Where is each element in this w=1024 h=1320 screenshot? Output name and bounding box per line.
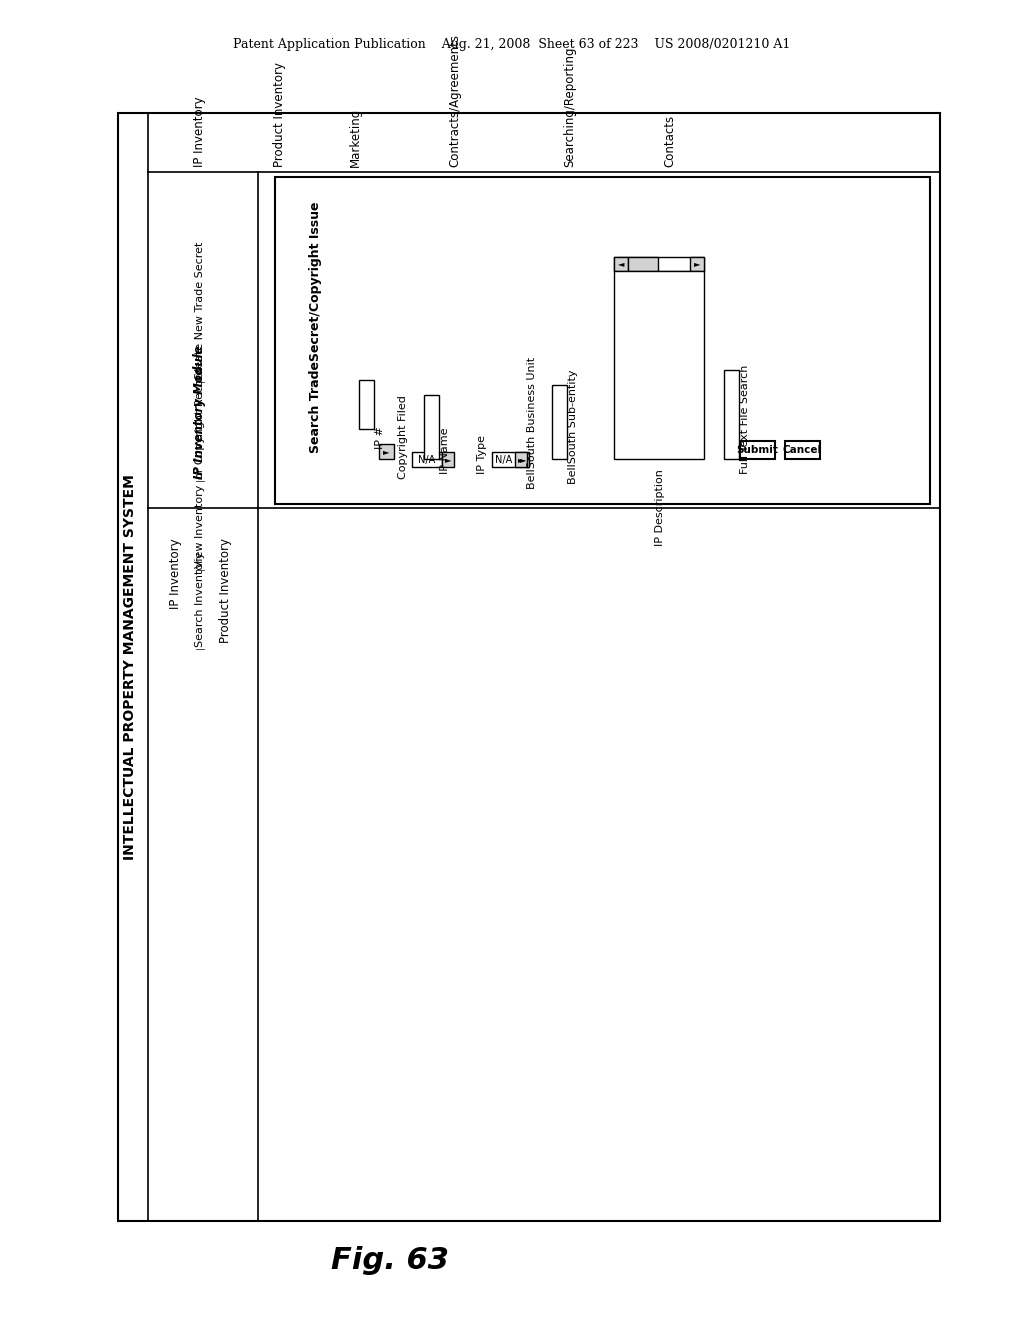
Text: Product Inventory: Product Inventory [218,539,231,643]
Bar [412,451,442,467]
Text: Full Text File Search: Full Text File Search [740,364,750,474]
Bar [785,441,820,459]
Text: IP #: IP # [375,426,385,449]
Bar [118,112,940,1221]
Text: Create New Trade Secret: Create New Trade Secret [195,242,205,380]
Bar [614,257,628,271]
Text: Fig. 63: Fig. 63 [331,1246,449,1275]
Bar [492,451,517,467]
Text: ►: ► [383,447,389,457]
Text: IP Description: IP Description [655,469,665,545]
Bar [740,441,775,459]
Bar [628,257,658,271]
Text: BellSouth Business Unit: BellSouth Business Unit [527,356,537,488]
Text: ►: ► [520,455,526,465]
Bar [614,271,705,459]
Text: Marketing: Marketing [348,108,361,168]
Text: ►: ► [518,455,524,465]
Text: Submit: Submit [736,445,778,455]
Text: N/A: N/A [496,455,513,465]
Bar [724,370,739,459]
Bar [442,451,454,467]
Text: IP Type: IP Type [477,434,487,474]
Bar [359,380,374,429]
Text: ►: ► [693,260,700,268]
Text: View Inventory: View Inventory [195,484,205,568]
Text: Contracts/Agreements: Contracts/Agreements [449,34,462,168]
Bar [517,451,529,467]
Bar [379,444,394,459]
Text: Patent Application Publication    Aug. 21, 2008  Sheet 63 of 223    US 2008/0201: Patent Application Publication Aug. 21, … [233,38,791,51]
Text: ►: ► [444,455,452,465]
Text: N/A: N/A [419,455,435,465]
Bar [515,451,527,467]
Bar [552,384,567,459]
Text: Copyright Filed: Copyright Filed [398,395,408,479]
Text: or Copyright Record: or Copyright Record [195,367,205,479]
Text: Product Inventory: Product Inventory [273,62,287,168]
Text: Searching/Reporting: Searching/Reporting [563,46,577,168]
Text: IP Inventory: IP Inventory [194,96,207,168]
Text: BellSouth Sub-entity: BellSouth Sub-entity [568,370,578,483]
Text: IP Inventory Module: IP Inventory Module [194,345,207,479]
Text: IP Inventory: IP Inventory [169,539,181,609]
Bar [275,177,930,503]
Bar [424,395,439,459]
Text: Search TradeSecret/Copyright Issue: Search TradeSecret/Copyright Issue [308,202,322,453]
Text: IP Name: IP Name [440,428,450,474]
Text: Cancel: Cancel [783,445,822,455]
Text: Search Inventory: Search Inventory [195,552,205,647]
Text: ◄: ◄ [617,260,625,268]
Text: Contacts: Contacts [664,115,677,168]
Bar [690,257,705,271]
Text: INTELLECTUAL PROPERTY MANAGEMENT SYSTEM: INTELLECTUAL PROPERTY MANAGEMENT SYSTEM [123,474,137,859]
Bar [614,257,705,271]
